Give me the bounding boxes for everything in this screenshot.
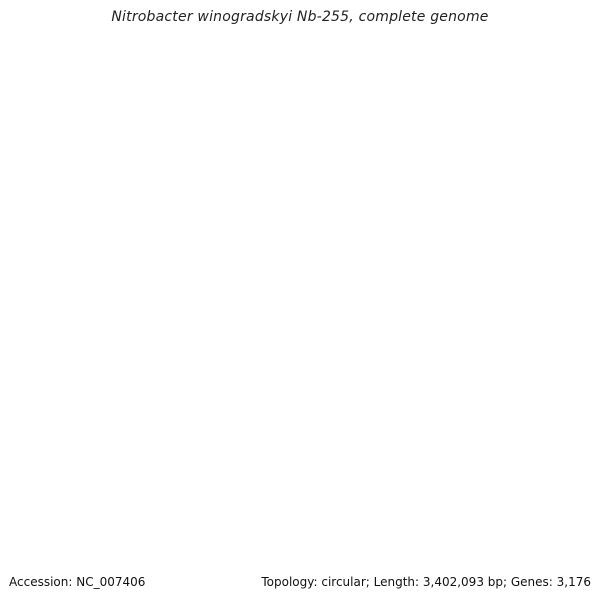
- accession-text: Accession: NC_007406: [9, 575, 146, 589]
- map-title: Nitrobacter winogradskyi Nb-255, complet…: [111, 9, 489, 25]
- genome-summary-text: Topology: circular; Length: 3,402,093 bp…: [261, 575, 591, 589]
